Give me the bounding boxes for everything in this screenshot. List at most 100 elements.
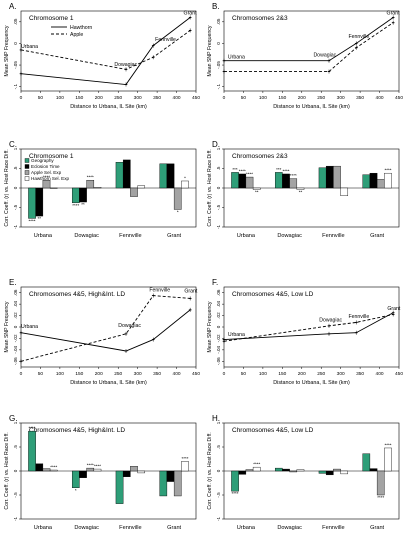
x-tick-label: Dowagiac [74,233,99,239]
x-tick-label: 100 [259,371,267,377]
bar [71,470,80,488]
x-tick-label: 450 [395,95,403,101]
bar [159,470,168,497]
significance-marker: ** [299,190,303,195]
bar [282,468,290,472]
site-label: Grant [387,10,401,16]
x-tick-label: 250 [317,371,325,377]
bar [28,187,36,219]
bar [28,430,36,472]
significance-marker: **** [181,456,188,461]
y-tick-label: -.06 [216,357,221,365]
bar [362,174,371,189]
x-tick-label: 450 [395,371,403,377]
x-axis-label: Distance to Urbana, IL Site (km) [70,104,147,110]
panel-label: E. [9,278,17,287]
x-tick-label: 300 [134,95,142,101]
chart-title: Chromosomes 2&3 [232,15,288,22]
bar [318,470,327,474]
bar [333,165,341,189]
plot-frame [20,286,197,368]
legend-swatch [24,170,30,175]
x-tick-label: 350 [356,371,364,377]
site-label: Urbana [228,332,245,338]
bar [115,470,124,504]
bar [137,185,146,189]
legend-swatch [24,158,30,163]
bar [93,468,102,472]
bar [296,187,305,190]
x-tick-label: 200 [95,371,103,377]
chart-panel-h: H. Chromosomes 4&5, Low LD Corr. Coeff. (r… [207,414,400,531]
legend-swatch [24,164,30,169]
y-axis-label: Corr. Coeff. (r) vs. Host Race Diff. [207,432,213,509]
x-tick-label: 100 [259,95,267,101]
plot-frame [223,286,400,368]
y-tick-label: -.06 [13,357,18,365]
significance-marker: ** [38,216,42,221]
bar [49,469,58,472]
bar [362,453,371,472]
y-tick-label: 0 [216,42,221,45]
x-tick-label: 250 [114,371,122,377]
y-tick-label: 0 [216,469,221,472]
significance-marker: **** [232,491,239,496]
bar [115,162,124,189]
panel-label: D. [212,140,220,149]
y-tick-label: .05 [13,18,18,25]
bar [318,167,327,189]
x-tick-label: 50 [241,95,247,101]
plot-frame [223,10,400,92]
y-tick-label: 0 [13,186,18,189]
significance-marker: *** [276,167,282,172]
legend-swatch [24,176,30,181]
x-tick-label: Urbana [237,525,256,531]
x-tick-label: Grant [167,525,181,531]
x-tick-label: 350 [356,95,364,101]
significance-marker: **** [87,463,94,468]
bar [282,173,290,189]
chart-title: Chromosomes 2&3 [232,153,288,160]
y-axis-label: Corr. Coeff. (r) vs. Host Race Diff. [4,149,10,226]
site-label: Grant [184,289,198,295]
series-line-apple [223,313,394,342]
bar [289,470,298,473]
x-tick-label: 350 [153,95,161,101]
x-axis-label: Distance to Urbana, IL Site (km) [273,104,350,110]
y-tick-label: .5 [13,445,18,449]
y-tick-label: -.5 [13,204,18,210]
y-tick-label: -.02 [216,334,221,342]
y-tick-label: -.5 [216,492,221,498]
x-tick-label: 300 [134,371,142,377]
bar [159,163,168,189]
x-tick-label: Dowagiac [277,525,302,531]
bar [238,470,247,475]
y-tick-label: .06 [13,289,18,296]
chart-title: Chromosomes 4&5, High&Int. LD [29,291,125,298]
significance-marker: *** [232,167,238,172]
x-tick-label: 400 [376,371,384,377]
y-axis-label: Corr. Coeff. (r) vs. Host Race Diff. [207,149,213,226]
series-line-apple [224,22,394,72]
chart-title: Chromosome 1 [29,153,74,160]
bar [289,178,298,189]
site-label: Fennville [149,288,170,294]
bar [181,180,189,189]
bar [79,470,87,478]
series-line-hawthorn [224,17,394,62]
site-label: Grant [184,10,198,16]
x-tick-label: 400 [376,95,384,101]
bar [35,463,44,472]
significance-marker: **** [29,426,36,431]
significance-marker: ** [81,202,85,207]
x-tick-label: Urbana [34,233,53,239]
y-axis-label: Mean SNP Frequency [207,301,213,352]
bar [340,187,349,197]
y-tick-label: 1 [13,147,18,150]
panel-label: G. [9,414,17,423]
y-tick-label: 1 [216,421,221,424]
bar [245,176,254,189]
series-line-apple [20,295,191,362]
chart-title: Chromosomes 4&5, Low LD [232,427,314,434]
bar [296,469,305,472]
